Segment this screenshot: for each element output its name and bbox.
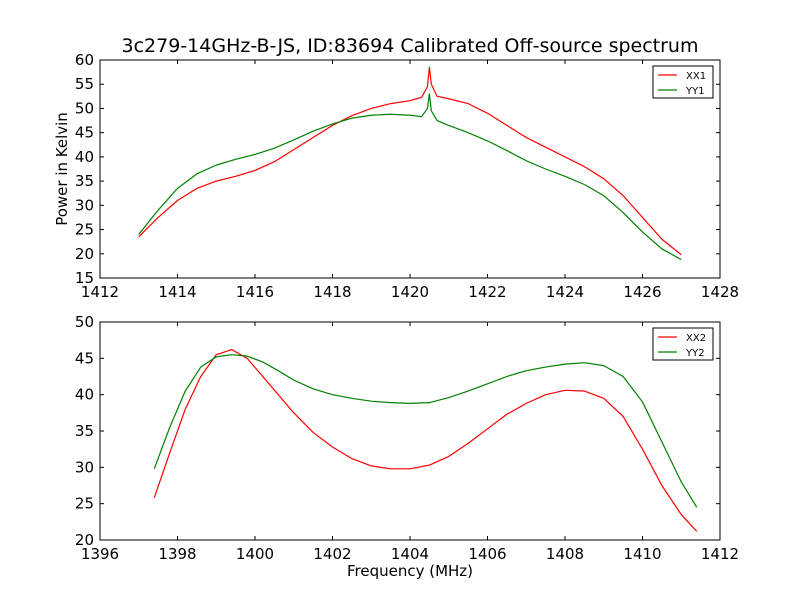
legend-box — [652, 65, 714, 99]
y-tick-label: 50 — [75, 99, 94, 117]
legend-box — [652, 327, 714, 361]
x-tick-label: 1420 — [391, 283, 429, 301]
y-tick-label: 55 — [75, 75, 94, 93]
legend-label-yy2: YY2 — [685, 348, 705, 359]
y-tick-label: 60 — [75, 51, 94, 69]
x-axis-label: Frequency (MHz) — [347, 562, 473, 580]
y-tick-label: 40 — [75, 386, 94, 404]
legend-label-xx2: XX2 — [686, 333, 706, 344]
series-line-yy2 — [153, 354, 698, 508]
x-tick-label: 1398 — [158, 545, 196, 563]
y-tick-label: 35 — [75, 172, 94, 190]
legend-label-xx1: XX1 — [686, 71, 706, 82]
x-tick-label: 1404 — [391, 545, 429, 563]
y-tick-label: 25 — [75, 495, 94, 513]
x-tick-label: 1412 — [81, 283, 119, 301]
series-line-xx2 — [153, 349, 698, 532]
x-tick-label: 1414 — [158, 283, 196, 301]
x-tick-label: 1424 — [546, 283, 584, 301]
figure-title: 3c279-14GHz-B-JS, ID:83694 Calibrated Of… — [122, 35, 699, 57]
y-tick-label: 25 — [75, 221, 94, 239]
x-tick-label: 1416 — [236, 283, 274, 301]
y-tick-label: 30 — [75, 196, 94, 214]
x-tick-label: 1418 — [313, 283, 351, 301]
x-tick-label: 1396 — [81, 545, 119, 563]
y-tick-label: 45 — [75, 349, 94, 367]
series-line-yy1 — [138, 93, 682, 261]
y-axis-label: Power in Kelvin — [53, 112, 71, 226]
series-line-xx1 — [138, 66, 682, 256]
plot-area — [100, 60, 720, 278]
y-tick-label: 20 — [75, 531, 94, 549]
x-tick-label: 1428 — [701, 283, 739, 301]
y-tick-label: 35 — [75, 422, 94, 440]
y-tick-label: 15 — [75, 269, 94, 287]
plot-top: 1412 1414 1416 1418 1420 1422 1424 1426 1428 15 20… — [53, 51, 739, 301]
y-tick-label: 50 — [75, 313, 94, 331]
x-tick-label: 1422 — [468, 283, 506, 301]
x-tick-label: 1410 — [623, 545, 661, 563]
plot-area — [100, 322, 720, 540]
y-tick-label: 30 — [75, 458, 94, 476]
x-tick-label: 1400 — [236, 545, 274, 563]
x-tick-label: 1412 — [701, 545, 739, 563]
y-tick-label: 40 — [75, 148, 94, 166]
x-tick-label: 1406 — [468, 545, 506, 563]
legend-label-yy1: YY1 — [685, 86, 705, 97]
x-tick-label: 1402 — [313, 545, 351, 563]
plot-bottom: 1396 1398 1400 1402 1404 1406 1408 1410 1412 20 25… — [75, 313, 739, 580]
x-tick-label: 1426 — [623, 283, 661, 301]
y-tick-label: 45 — [75, 124, 94, 142]
x-tick-label: 1408 — [546, 545, 584, 563]
y-tick-label: 20 — [75, 245, 94, 263]
